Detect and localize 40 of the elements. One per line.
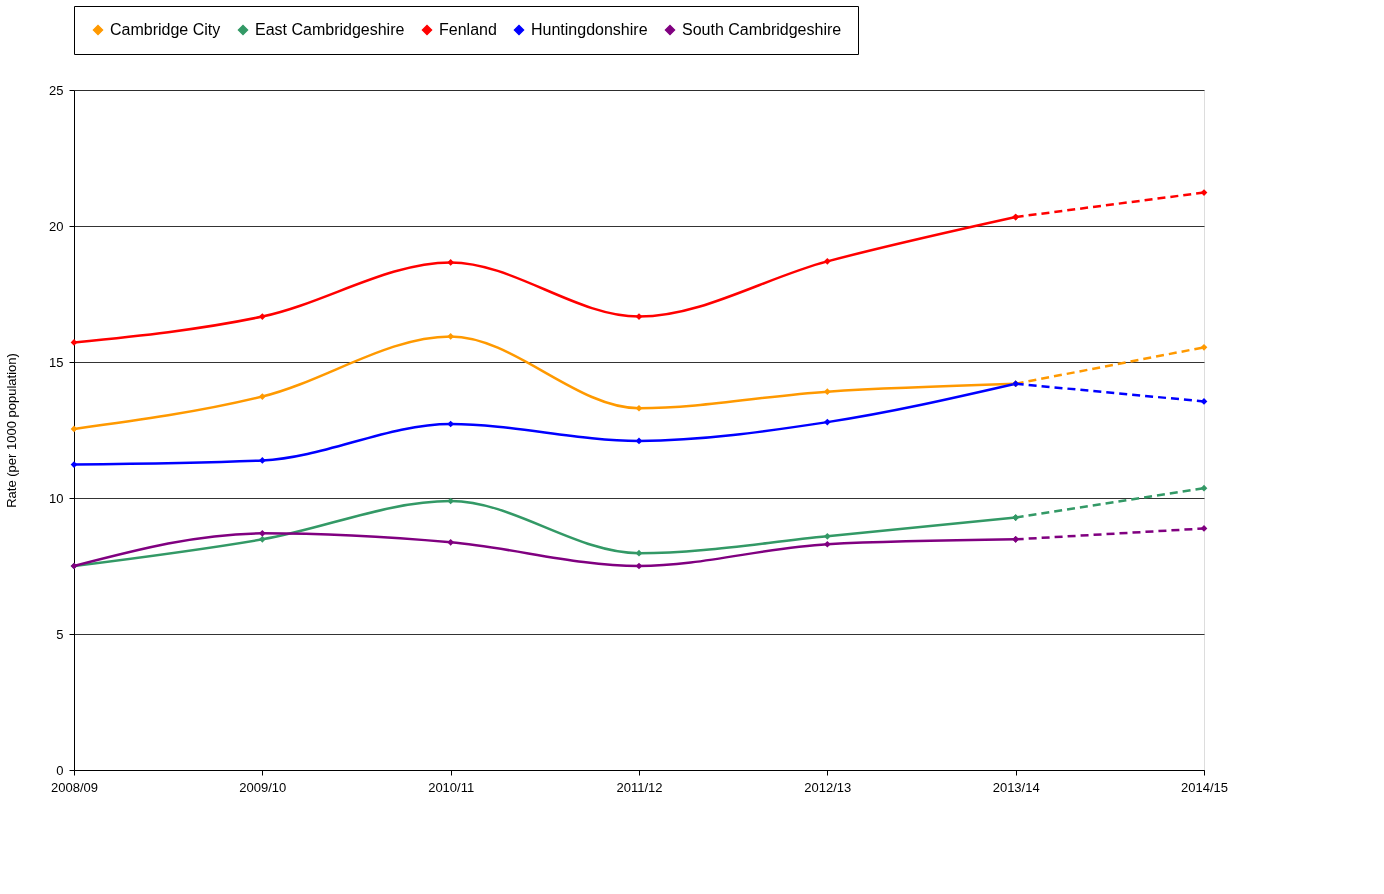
x-tick-label: 2013/14: [992, 779, 1040, 795]
point: [823, 258, 831, 265]
legend-label: Cambridge City: [110, 21, 221, 38]
legend-label: South Cambridgeshire: [682, 21, 842, 38]
point: [258, 530, 266, 537]
y-axis-title: Rate (per 1000 population): [4, 353, 20, 508]
x-tick-label: 2009/10: [239, 779, 287, 795]
x-tick-label: 2008/09: [51, 779, 98, 795]
point: [823, 388, 831, 395]
y-tick-label: 25: [49, 82, 64, 98]
point: [823, 533, 831, 540]
point: [258, 457, 266, 464]
point: [823, 540, 831, 548]
point: [70, 425, 78, 433]
point: [823, 418, 831, 426]
y-tick-label: 5: [56, 626, 64, 642]
y-tick-label: 0: [56, 762, 64, 778]
x-tick-label: 2014/15: [1181, 779, 1228, 795]
point: [258, 535, 266, 543]
y-tick-label: 15: [49, 354, 64, 370]
point: [447, 538, 455, 546]
point: [258, 393, 266, 400]
point: [447, 333, 455, 340]
point: [635, 437, 643, 445]
legend-label: Fenland: [439, 21, 497, 38]
legend-label: East Cambridgeshire: [255, 21, 405, 38]
point: [635, 404, 643, 412]
x-tick-label: 2010/11: [428, 779, 475, 795]
point: [1200, 343, 1208, 351]
point: [1200, 484, 1208, 492]
point: [1012, 514, 1020, 521]
point: [635, 562, 643, 570]
y-tick-label: 20: [49, 218, 64, 234]
legend-label: Huntingdonshire: [531, 21, 648, 38]
point: [447, 259, 455, 266]
point: [258, 313, 266, 320]
point: [635, 549, 643, 557]
x-tick-label: 2012/13: [804, 779, 852, 795]
x-tick-label: 2011/12: [616, 779, 663, 795]
y-tick-label: 10: [49, 490, 64, 506]
